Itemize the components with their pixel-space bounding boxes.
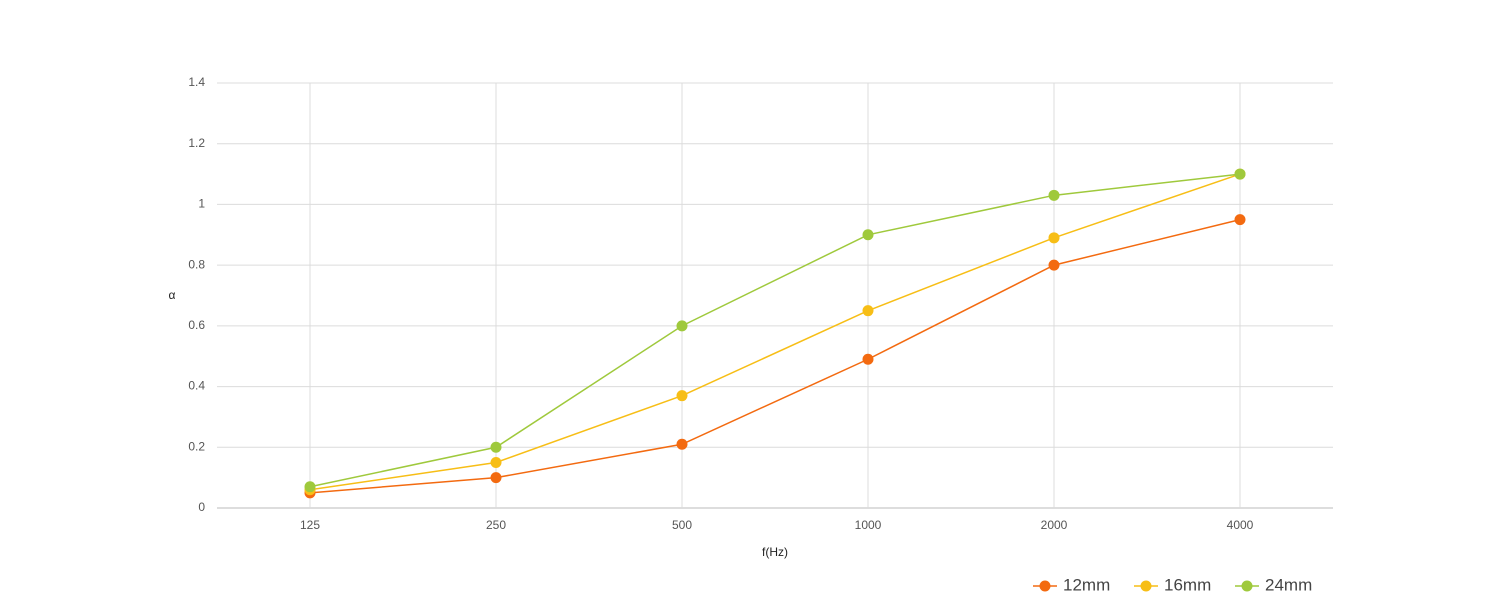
x-tick-label: 250 bbox=[486, 518, 506, 532]
data-point bbox=[1234, 168, 1246, 180]
y-tick-label: 0.8 bbox=[188, 257, 205, 271]
data-point bbox=[676, 438, 688, 450]
x-tick-label: 500 bbox=[672, 518, 692, 532]
x-tick-label: 125 bbox=[300, 518, 320, 532]
x-tick-label: 4000 bbox=[1227, 518, 1254, 532]
x-tick-label: 1000 bbox=[855, 518, 882, 532]
data-point bbox=[862, 305, 874, 317]
data-point bbox=[862, 229, 874, 241]
series-line bbox=[309, 173, 1241, 491]
legend-marker bbox=[1039, 580, 1051, 592]
legend-marker bbox=[1241, 580, 1253, 592]
data-point bbox=[1234, 214, 1246, 226]
data-point bbox=[1048, 189, 1060, 201]
y-tick-label: 0.6 bbox=[188, 318, 205, 332]
legend-label: 16mm bbox=[1164, 575, 1211, 594]
data-point bbox=[1048, 232, 1060, 244]
legend-marker bbox=[1140, 580, 1152, 592]
y-tick-label: 1 bbox=[198, 197, 205, 211]
y-tick-label: 0 bbox=[198, 500, 205, 514]
series-line bbox=[309, 173, 1241, 488]
legend-label: 12mm bbox=[1063, 575, 1110, 594]
x-tick-label: 2000 bbox=[1041, 518, 1068, 532]
data-point bbox=[490, 472, 502, 484]
x-axis-label: f(Hz) bbox=[762, 545, 788, 559]
data-point bbox=[490, 441, 502, 453]
y-tick-label: 0.2 bbox=[188, 439, 205, 453]
data-point bbox=[304, 481, 316, 493]
series-line bbox=[309, 218, 1241, 494]
data-point bbox=[676, 320, 688, 332]
y-tick-label: 1.2 bbox=[188, 136, 205, 150]
y-tick-label: 0.4 bbox=[188, 379, 205, 393]
y-tick-label: 1.4 bbox=[188, 75, 205, 89]
data-point bbox=[490, 456, 502, 468]
data-point bbox=[862, 353, 874, 365]
y-axis-label: α bbox=[169, 288, 176, 302]
data-point bbox=[1048, 259, 1060, 271]
legend-label: 24mm bbox=[1265, 575, 1312, 594]
data-point bbox=[676, 390, 688, 402]
